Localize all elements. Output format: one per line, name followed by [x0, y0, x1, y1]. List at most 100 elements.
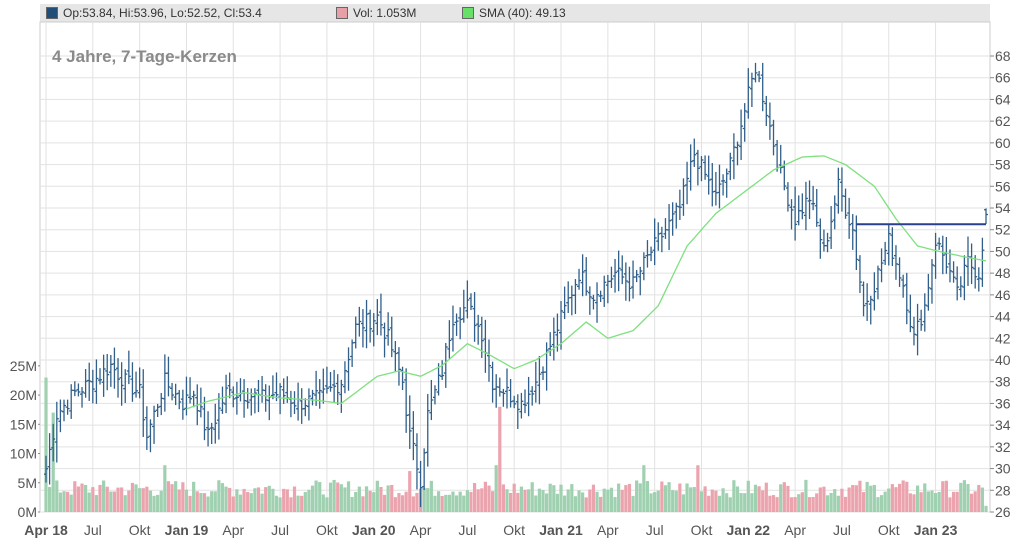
volume-bar	[76, 486, 81, 512]
time-tick-label: Okt	[878, 522, 900, 538]
legend-sma[interactable]: SMA (40): 49.13	[462, 6, 566, 20]
ohlc-bar	[368, 309, 373, 343]
chart-title: 4 Jahre, 7-Tage-Kerzen	[52, 47, 237, 66]
volume-bar	[681, 494, 686, 512]
ohlc-bar	[886, 223, 891, 266]
price-tick-label: 62	[995, 113, 1011, 129]
volume-bar	[379, 486, 383, 512]
volume-tick-label: 10M	[10, 446, 37, 462]
volume-bar	[375, 480, 379, 512]
volume-bar	[192, 481, 196, 512]
volume-bars	[44, 377, 988, 512]
volume-bar	[66, 491, 70, 512]
volume-bar	[516, 492, 520, 512]
volume-bar	[847, 487, 851, 512]
legend-volume[interactable]: Vol: 1.053M	[336, 6, 416, 20]
volume-bar	[894, 487, 898, 512]
ohlc-bar	[335, 374, 340, 406]
volume-bar	[145, 486, 149, 512]
legend-volume-label: Vol: 1.053M	[353, 6, 417, 20]
ohlc-bar	[609, 266, 614, 289]
volume-bar	[606, 489, 610, 512]
ohlc-bar	[461, 289, 466, 323]
volume-bar	[807, 497, 812, 512]
volume-bar	[217, 480, 221, 512]
volume-bar	[800, 492, 804, 512]
volume-bar	[984, 505, 988, 512]
ohlc-bar	[605, 274, 610, 304]
volume-bar	[451, 491, 455, 512]
volume-bar	[433, 495, 437, 512]
price-tick-label: 52	[995, 222, 1011, 238]
volume-bar	[717, 495, 722, 512]
ohlc-bar	[263, 384, 268, 412]
volume-bar	[595, 491, 599, 512]
ohlc-bar	[418, 460, 423, 508]
volume-bar	[804, 479, 808, 512]
ohlc-bar	[620, 255, 625, 285]
ohlc-bar	[944, 237, 949, 274]
volume-bar	[102, 480, 106, 512]
ohlc-bar	[494, 374, 499, 408]
price-tick-label: 64	[995, 91, 1011, 107]
ohlc-bar	[922, 293, 927, 332]
volume-bar	[689, 487, 693, 512]
ohlc-bar	[303, 398, 308, 417]
ohlc-bar	[400, 366, 405, 391]
volume-bar	[462, 495, 466, 512]
volume-bar	[429, 480, 433, 512]
volume-bar	[278, 497, 282, 512]
volume-bar	[588, 489, 592, 512]
volume-bar	[811, 496, 815, 512]
volume-tick-label: 20M	[10, 387, 37, 403]
ohlc-bar	[739, 109, 744, 161]
ohlc-bar	[541, 366, 546, 380]
ohlc-bar	[699, 156, 704, 182]
time-tick-label: Jan 20	[352, 522, 396, 538]
ohlc-bar	[501, 388, 506, 407]
ohlc-bar	[324, 366, 329, 394]
ohlc-bar	[847, 197, 852, 239]
ohlc-bar	[577, 268, 582, 290]
volume-bar	[843, 496, 848, 512]
volume-bar	[951, 491, 956, 512]
volume-bar	[912, 494, 916, 512]
volume-bar	[941, 481, 945, 512]
ohlc-bar	[616, 250, 621, 292]
time-tick-label: Apr 18	[24, 522, 68, 538]
price-tick-label: 38	[995, 374, 1011, 390]
volume-bar	[206, 496, 210, 512]
volume-bar	[969, 493, 974, 512]
volume-bar	[570, 484, 574, 512]
ohlc-bar	[101, 354, 106, 397]
ohlc-bar	[342, 361, 347, 394]
ohlc-bar	[515, 394, 520, 429]
ohlc-bar	[627, 266, 632, 302]
volume-bar	[840, 488, 844, 512]
volume-bar	[444, 494, 448, 512]
ohlc-bar	[184, 376, 189, 416]
price-tick-label: 36	[995, 395, 1011, 411]
time-tick-label: Okt	[503, 522, 525, 538]
price-tick-label: 32	[995, 439, 1011, 455]
volume-bar	[505, 489, 509, 512]
volume-bar	[195, 491, 199, 512]
legend-ohlc[interactable]: Op:53.84, Hi:53.96, Lo:52.52, Cl:53.4	[46, 6, 262, 20]
volume-bar	[166, 481, 171, 512]
volume-bar	[498, 406, 502, 512]
volume-bar	[865, 481, 869, 512]
ohlc-bar	[775, 139, 780, 172]
time-tick-label: Jan 19	[165, 522, 209, 538]
volume-bar	[563, 495, 567, 512]
volume-bar	[44, 377, 48, 512]
volume-bar	[174, 481, 178, 512]
volume-bar	[116, 487, 120, 512]
ohlc-bar	[559, 300, 564, 350]
volume-bar	[591, 484, 596, 512]
ohlc-bar	[213, 403, 218, 444]
ohlc-bar	[414, 433, 419, 490]
volume-bar	[415, 492, 419, 512]
volume-bar	[411, 496, 415, 512]
volume-bar	[707, 495, 711, 512]
ohlc-bar	[645, 240, 650, 268]
